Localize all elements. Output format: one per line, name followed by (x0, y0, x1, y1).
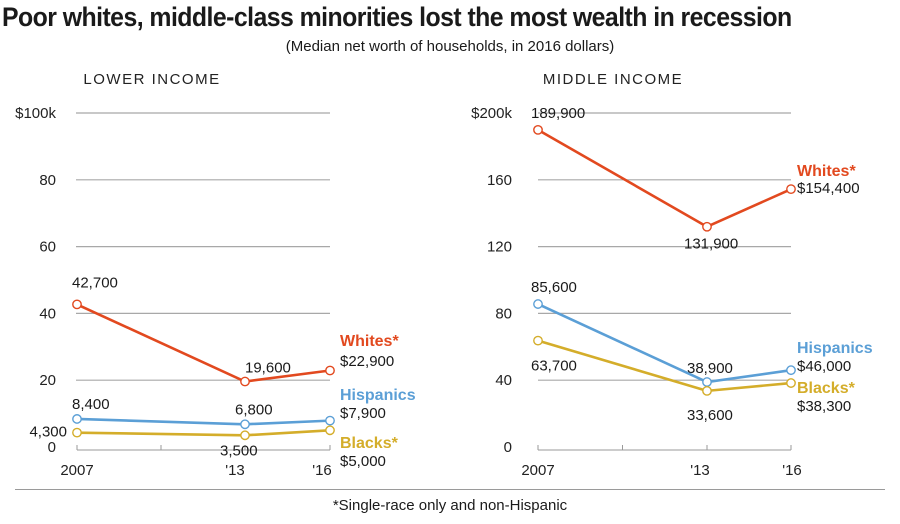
data-point-whites (72, 299, 82, 310)
footnote-divider (15, 489, 885, 490)
series-name-label: Whites* (797, 163, 856, 180)
x-tick-label: 2007 (521, 462, 554, 479)
data-point-blacks (240, 430, 250, 441)
data-label: $22,900 (340, 353, 394, 370)
y-tick-label: $200k (471, 105, 512, 122)
data-point-whites (325, 365, 335, 376)
data-point-blacks (786, 378, 796, 388)
data-label: 33,600 (687, 407, 733, 424)
data-point-hispanics (702, 377, 712, 387)
data-point-hispanics (325, 415, 335, 426)
data-point-whites (702, 221, 712, 232)
series-line-hispanics (76, 417, 331, 426)
data-label: 63,700 (531, 358, 577, 375)
series-line-whites (76, 303, 331, 383)
chart-title: Poor whites, middle-class minorities los… (2, 2, 792, 32)
data-point-blacks (702, 385, 712, 396)
panel-title: MIDDLE INCOME (543, 71, 683, 88)
x-tick-label: '13 (690, 462, 710, 479)
data-label: 42,700 (72, 274, 118, 291)
footnote: *Single-race only and non-Hispanic (332, 497, 568, 514)
data-label: 85,600 (531, 279, 577, 296)
series-line-blacks (76, 429, 331, 437)
series-name-label: Blacks* (797, 380, 856, 397)
data-label: 189,900 (531, 105, 585, 122)
y-tick-label: 0 (48, 439, 56, 456)
series-name-label: Blacks* (340, 435, 399, 452)
data-point-blacks (72, 427, 82, 438)
x-tick-label: '13 (225, 462, 245, 479)
x-tick-label: '16 (312, 462, 332, 479)
y-tick-label: 40 (495, 372, 512, 389)
series-line-whites (537, 128, 792, 229)
data-label: $7,900 (340, 405, 386, 422)
panel-title: LOWER INCOME (83, 71, 220, 88)
data-point-blacks (533, 335, 543, 346)
data-label: 4,300 (29, 424, 67, 441)
data-point-hispanics (72, 414, 82, 424)
series-name-label: Hispanics (340, 387, 416, 404)
data-label: 38,900 (687, 360, 733, 377)
y-tick-label: 60 (39, 239, 56, 256)
chart-subtitle: (Median net worth of households, in 2016… (285, 38, 615, 55)
data-label: 8,400 (72, 396, 110, 413)
data-label: 3,500 (220, 442, 258, 459)
data-label: $5,000 (340, 453, 386, 470)
data-label: 19,600 (245, 360, 291, 377)
y-tick-label: $100k (15, 105, 56, 122)
y-tick-label: 80 (495, 305, 512, 322)
y-tick-label: 0 (504, 439, 512, 456)
y-tick-label: 160 (487, 172, 512, 189)
data-point-blacks (325, 425, 335, 436)
data-label: $154,400 (797, 180, 860, 197)
y-tick-label: 40 (39, 305, 56, 322)
data-label: 131,900 (684, 236, 738, 253)
series-name-label: Whites* (340, 333, 399, 350)
data-point-whites (533, 124, 543, 135)
data-point-hispanics (240, 419, 250, 430)
x-tick-label: 2007 (60, 462, 93, 479)
data-label: $38,300 (797, 398, 851, 415)
data-point-whites (786, 184, 796, 195)
data-label: $46,000 (797, 358, 851, 375)
data-point-hispanics (786, 365, 796, 376)
data-point-hispanics (533, 299, 543, 309)
data-label: 6,800 (235, 401, 273, 418)
series-name-label: Hispanics (797, 340, 873, 357)
y-tick-label: 20 (39, 372, 56, 389)
data-point-whites (240, 376, 250, 387)
y-tick-label: 120 (487, 239, 512, 256)
y-tick-label: 80 (39, 172, 56, 189)
x-tick-label: '16 (782, 462, 802, 479)
